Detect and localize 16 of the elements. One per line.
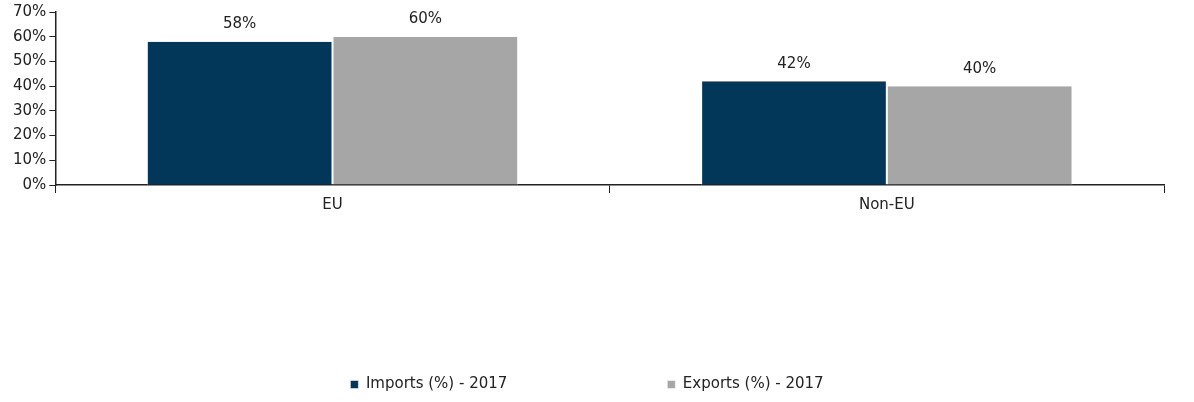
data-label: 60% (408, 9, 443, 28)
y-tick-label: 10% (13, 150, 47, 169)
x-tick-label: EU (322, 194, 343, 213)
y-tick-label: 40% (13, 76, 47, 95)
data-label: 58% (222, 14, 257, 33)
y-tick-label: 20% (13, 125, 47, 144)
y-tick-label: 70% (13, 1, 47, 20)
data-label: 42% (777, 53, 811, 72)
data-label: 40% (963, 58, 997, 77)
x-tick-label: Non-EU (858, 194, 915, 213)
y-tick-label: 60% (13, 26, 47, 45)
legend-label: Exports (%) - 2017 (682, 374, 824, 393)
y-tick-label: 30% (13, 100, 47, 119)
legend-label: Imports (%) - 2017 (365, 374, 508, 393)
y-tick-label: 0% (22, 174, 47, 193)
y-tick-label: 50% (13, 51, 47, 70)
